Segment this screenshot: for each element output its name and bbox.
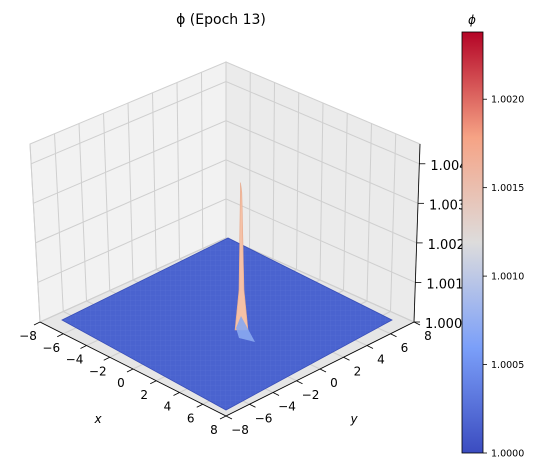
colorbar-ticks: 1.0000 1.0005 1.0010 1.0015 1.0020 [483, 95, 524, 460]
x-tick-label: 2 [140, 388, 148, 402]
x-tick-labels: −8 −6 −4 −2 0 2 4 6 8 [19, 321, 227, 437]
surface-plane [61, 237, 393, 411]
x-tick-mark [80, 345, 87, 349]
x-tick-mark [126, 368, 134, 373]
y-tick-label: −6 [255, 411, 273, 425]
y-tick-mark [225, 415, 233, 420]
colorbar-tick-label: 1.0020 [491, 95, 524, 106]
x-tick-mark [57, 333, 64, 338]
x-tick-label: −4 [66, 353, 84, 367]
x-tick-mark [33, 321, 41, 326]
y-tick-label: 8 [424, 329, 432, 343]
y-tick-mark [343, 356, 350, 361]
x-tick-mark [150, 380, 157, 385]
z-tick-label: 1.004 [430, 159, 467, 174]
colorbar-tick-label: 1.0010 [491, 272, 524, 283]
y-tick-mark [390, 333, 397, 338]
x-tick-label: 6 [187, 411, 195, 425]
y-tick-mark [296, 380, 303, 385]
x-tick-label: 4 [164, 400, 172, 414]
y-tick-label: −2 [302, 388, 320, 402]
x-tick-label: 0 [117, 376, 125, 390]
y-axis-label: y [349, 412, 358, 426]
surface-peak-base [236, 316, 255, 342]
colorbar-tick-label: 1.0005 [491, 360, 524, 371]
colorbar-tick-label: 1.0015 [491, 183, 524, 194]
y-tick-mark [413, 321, 421, 326]
y-tick-mark [272, 392, 280, 396]
colorbar [461, 31, 484, 454]
y-tick-mark [249, 403, 256, 408]
y-tick-mark [366, 345, 374, 349]
chart-title: ϕ (Epoch 13) [176, 12, 266, 28]
z-axis-line [413, 143, 421, 323]
y-tick-label: 6 [401, 341, 409, 355]
z-tick-label: 1.002 [428, 238, 465, 253]
x-tick-mark [219, 415, 227, 420]
y-tick-mark [319, 368, 327, 373]
y-tick-label: −4 [278, 400, 296, 414]
x-tick-label: −2 [89, 364, 107, 378]
x-tick-label: −8 [19, 329, 37, 343]
colorbar-title: ϕ [468, 13, 476, 27]
z-tick-label: 1.000 [425, 317, 462, 332]
y-tick-label: 2 [354, 364, 362, 378]
y-tick-label: −8 [231, 423, 249, 437]
x-tick-label: −6 [42, 341, 60, 355]
z-tick-label: 1.003 [429, 198, 466, 213]
y-tick-labels: −8 −6 −4 −2 0 2 4 6 8 [225, 321, 432, 437]
x-tick-mark [103, 356, 110, 361]
z-tick-labels: 1.000 1.001 1.002 1.003 1.004 [414, 159, 468, 332]
x-tick-label: 8 [210, 423, 218, 437]
y-tick-label: 4 [377, 353, 385, 367]
z-tick-label: 1.001 [426, 277, 463, 292]
colorbar-tick-label: 1.0000 [491, 449, 524, 460]
x-tick-mark [173, 392, 180, 396]
x-axis-label: x [93, 412, 102, 426]
x-tick-mark [196, 403, 203, 408]
y-tick-label: 0 [330, 376, 338, 390]
